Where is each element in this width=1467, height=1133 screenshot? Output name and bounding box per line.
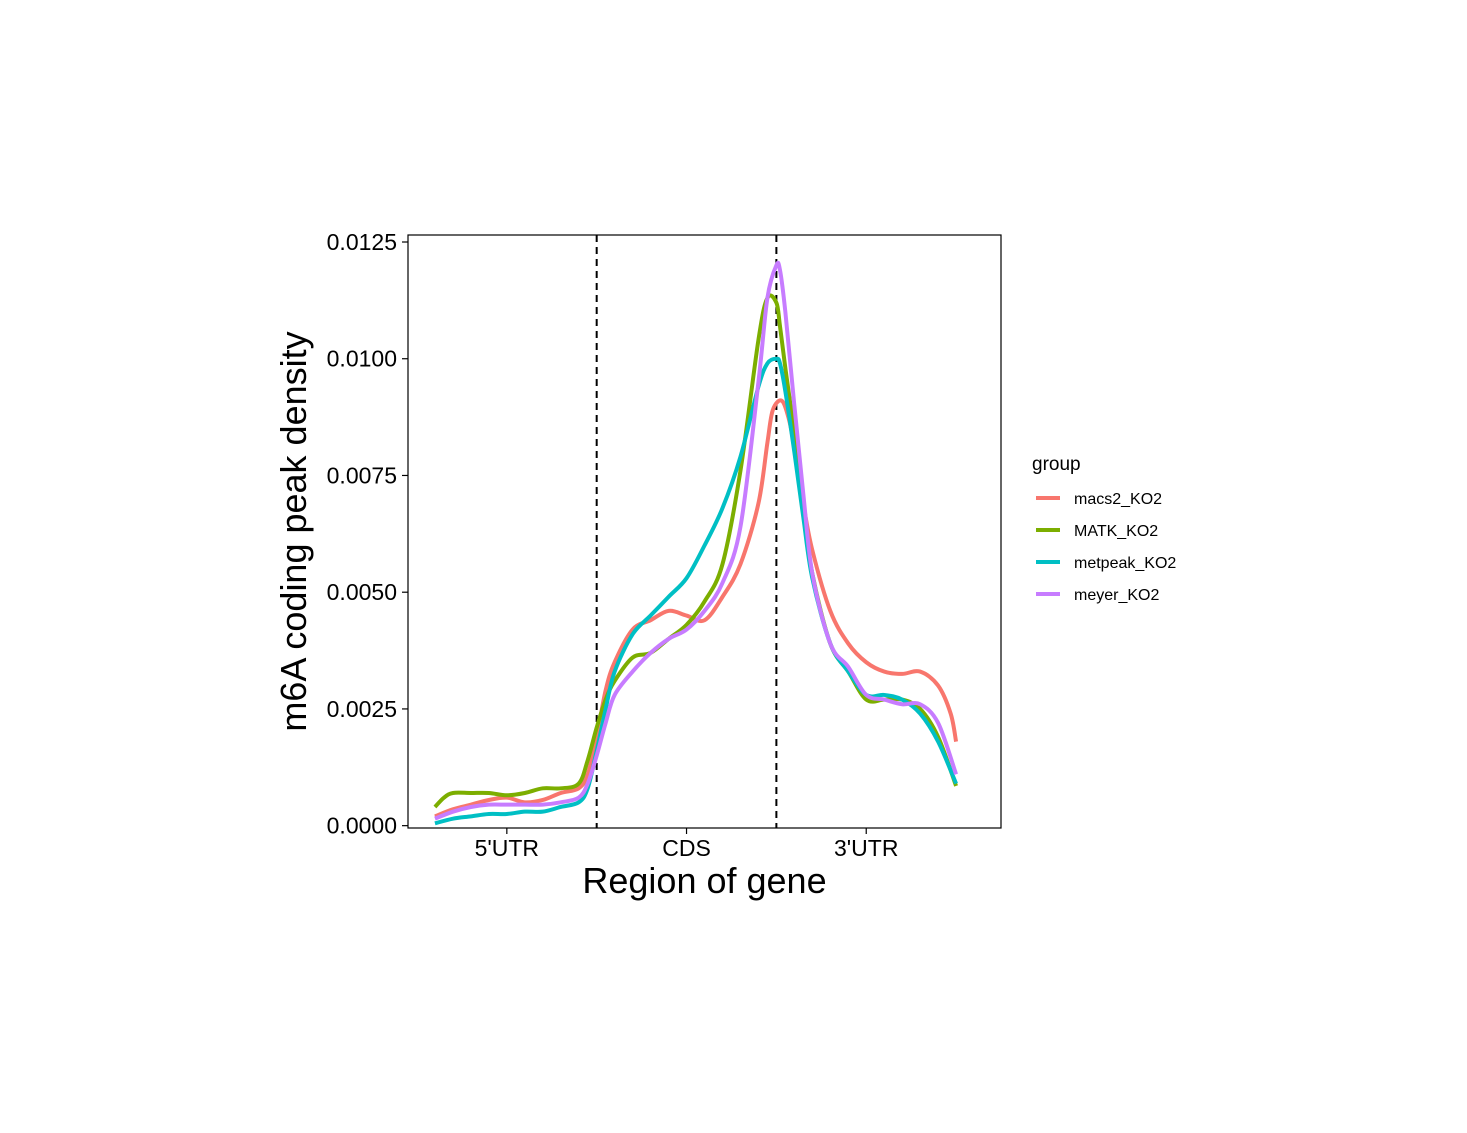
series-line-metpeak_KO2	[434, 356, 958, 826]
y-tick-label: 0.0075	[327, 462, 397, 488]
x-tick-label: 5'UTR	[475, 835, 539, 861]
legend-label-macs2_KO2: macs2_KO2	[1074, 491, 1162, 508]
y-tick-label: 0.0125	[327, 229, 397, 255]
plot-panel-border	[407, 234, 1002, 829]
legend-label-meyer_KO2: meyer_KO2	[1074, 587, 1159, 604]
legend-label-MATK_KO2: MATK_KO2	[1074, 523, 1158, 540]
legend-title: group	[1032, 454, 1081, 475]
x-axis: 5'UTR CDS 3'UTR	[475, 828, 898, 861]
y-tick-label: 0.0000	[327, 813, 397, 839]
y-axis: 0.0000 0.0025 0.0050 0.0075 0.0100 0.0125	[327, 229, 408, 839]
y-tick-label: 0.0050	[327, 579, 397, 605]
y-tick-label: 0.0025	[327, 696, 397, 722]
series-lines	[433, 260, 959, 826]
x-tick-label: CDS	[662, 835, 711, 861]
x-axis-title: Region of gene	[582, 860, 826, 901]
legend-label-metpeak_KO2: metpeak_KO2	[1074, 555, 1176, 572]
series-line-meyer_KO2	[434, 260, 958, 821]
y-axis-title: m6A coding peak density	[273, 331, 314, 731]
y-tick-label: 0.0100	[327, 346, 397, 372]
legend: group macs2_KO2 MATK_KO2 metpeak_KO2 meyer_…	[1032, 454, 1176, 604]
series-line-macs2_KO2	[434, 398, 959, 819]
x-tick-label: 3'UTR	[834, 835, 898, 861]
